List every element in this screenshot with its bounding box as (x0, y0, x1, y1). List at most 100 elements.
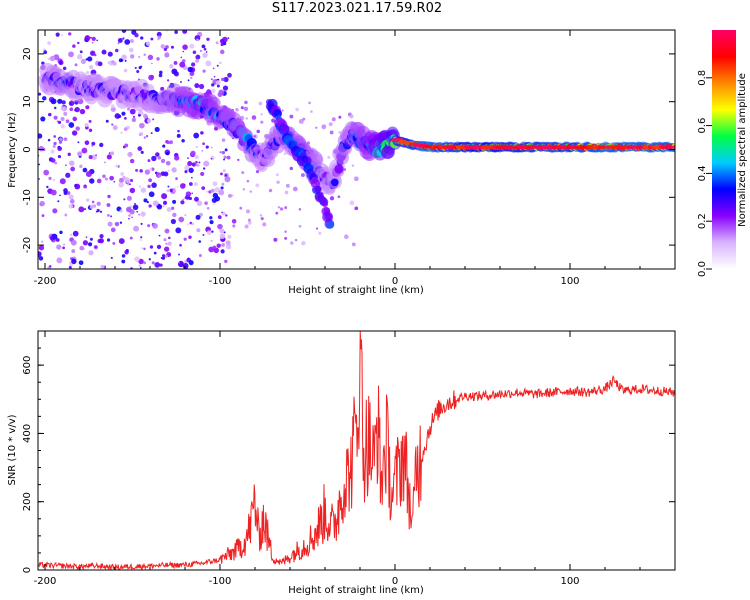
noise-speckle (224, 176, 231, 183)
noise-speckle (224, 259, 228, 263)
noise-speckle (57, 146, 62, 152)
noise-speckle (53, 179, 56, 182)
noise-speckle (255, 183, 260, 188)
noise-speckle (124, 59, 127, 62)
noise-speckle (157, 155, 162, 160)
noise-speckle (315, 126, 318, 129)
noise-speckle (214, 186, 220, 193)
noise-speckle (210, 239, 213, 242)
noise-speckle (244, 224, 249, 229)
noise-speckle (121, 254, 126, 258)
noise-speckle (114, 221, 120, 227)
noise-speckle (140, 222, 143, 225)
noise-speckle (68, 51, 74, 58)
colorbar-tick-label: 0.6 (697, 118, 708, 134)
noise-speckle (209, 216, 213, 220)
noise-speckle (146, 118, 152, 124)
noise-speckle (162, 205, 165, 208)
noise-speckle (67, 152, 71, 157)
noise-speckle (84, 140, 90, 146)
noise-speckle (178, 253, 181, 256)
noise-speckle (202, 233, 205, 237)
y-tick-label: 400 (22, 424, 33, 443)
noise-speckle (221, 150, 226, 155)
noise-speckle (72, 116, 78, 122)
noise-speckle (59, 178, 66, 185)
noise-speckle (124, 117, 127, 120)
noise-speckle (121, 54, 127, 60)
noise-speckle (273, 237, 278, 242)
noise-speckle (245, 117, 248, 120)
noise-speckle (91, 145, 93, 147)
noise-speckle (62, 66, 67, 71)
noise-speckle (95, 210, 98, 213)
noise-speckle (121, 259, 126, 264)
noise-speckle (96, 39, 99, 42)
noise-speckle (220, 186, 224, 190)
noise-speckle (212, 181, 218, 187)
noise-speckle (275, 173, 279, 177)
noise-speckle (227, 72, 232, 78)
noise-speckle (94, 245, 97, 249)
noise-speckle (152, 118, 155, 121)
noise-speckle (289, 114, 294, 119)
noise-speckle (147, 224, 151, 228)
noise-speckle (59, 230, 63, 235)
noise-speckle (279, 207, 284, 211)
noise-speckle (184, 214, 187, 217)
noise-speckle (156, 57, 160, 61)
colorbar-tick-label: 0.8 (697, 70, 708, 86)
noise-speckle (194, 154, 199, 160)
noise-speckle (130, 38, 134, 43)
noise-speckle (247, 220, 252, 225)
branch-core (303, 156, 312, 165)
noise-speckle (118, 166, 121, 168)
noise-speckle (196, 38, 199, 41)
noise-speckle (164, 228, 170, 234)
noise-speckle (173, 71, 179, 77)
noise-speckle (201, 44, 206, 49)
noise-speckle (194, 35, 201, 41)
noise-speckle (117, 38, 123, 43)
noise-speckle (117, 42, 120, 45)
noise-speckle (298, 119, 304, 124)
noise-speckle (245, 209, 251, 214)
noise-speckle (99, 210, 103, 213)
noise-speckle (179, 183, 186, 189)
noise-speckle (198, 83, 205, 90)
noise-speckle (260, 113, 263, 116)
noise-speckle (89, 178, 95, 184)
snr-panel: -200 -100 0 100 0 200 400 600 Height of straig… (7, 330, 676, 596)
noise-speckle (41, 214, 45, 217)
noise-speckle (295, 107, 299, 112)
noise-speckle (48, 176, 52, 180)
noise-speckle (225, 214, 228, 217)
noise-speckle (190, 62, 196, 67)
noise-speckle (178, 261, 181, 264)
noise-speckle (140, 247, 143, 250)
noise-speckle (220, 249, 225, 254)
noise-speckle (241, 171, 245, 175)
noise-speckle (219, 228, 225, 234)
noise-speckle (129, 54, 135, 59)
noise-speckle (50, 98, 57, 105)
noise-speckle (65, 119, 70, 124)
noise-speckle (131, 216, 133, 219)
noise-speckle (56, 257, 63, 264)
noise-speckle (148, 204, 152, 208)
noise-speckle (159, 263, 163, 267)
noise-speckle (56, 244, 62, 250)
spectrogram-x-axis-label: Height of straight line (km) (288, 285, 424, 296)
noise-speckle (301, 241, 306, 246)
noise-speckle (139, 122, 145, 129)
noise-speckle (202, 69, 206, 73)
noise-speckle (160, 158, 166, 164)
noise-speckle (131, 117, 137, 123)
noise-speckle (147, 159, 151, 163)
noise-speckle (134, 202, 136, 205)
noise-speckle (136, 70, 140, 74)
noise-speckle (174, 30, 178, 35)
noise-speckle (294, 238, 298, 242)
noise-speckle (172, 212, 177, 218)
noise-speckle (124, 39, 131, 45)
